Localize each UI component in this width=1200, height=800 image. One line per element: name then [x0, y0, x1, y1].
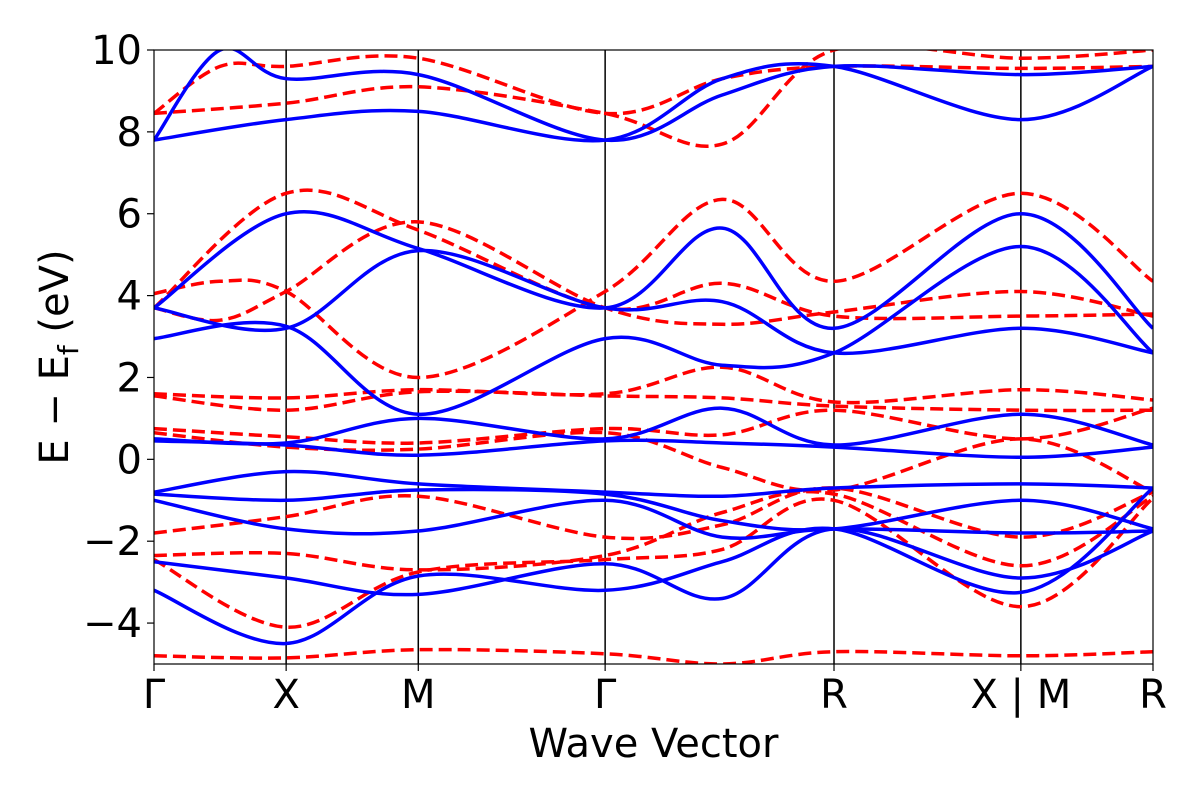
- solid-band-5: [154, 406, 1153, 447]
- kpoint-label: X | M: [970, 672, 1071, 718]
- kpoint-label: R: [820, 672, 848, 718]
- y-tick-label: 0: [117, 437, 142, 483]
- kpoint-label: Γ: [143, 672, 166, 718]
- solid-band-10: [154, 527, 1153, 601]
- y-tick-label: 4: [117, 274, 142, 320]
- y-axis-label-unit: [32, 333, 78, 346]
- y-tick-label: −4: [83, 601, 142, 647]
- kpoint-label: R: [1139, 672, 1167, 718]
- solid-band-11: [154, 486, 1153, 646]
- x-axis-label: Wave Vector: [529, 721, 780, 767]
- y-axis-label-main: E − E: [32, 355, 78, 465]
- y-tick-label: 10: [91, 28, 142, 74]
- solid-band-1: [154, 50, 1153, 142]
- kpoint-label: X: [272, 672, 299, 718]
- dashed-band-7: [154, 406, 1153, 445]
- y-axis-label: E − Ef (eV): [32, 249, 85, 464]
- solid-band-4: [154, 244, 1153, 417]
- solid-band-7: [154, 469, 1153, 499]
- dashed-band-10: [154, 489, 1153, 572]
- kpoint-label: M: [401, 672, 436, 718]
- y-axis-ticks: −4 −2 0 2 4 6 8 10: [83, 28, 154, 647]
- solid-band-2: [154, 209, 1153, 331]
- solid-band-0: [154, 61, 1153, 143]
- y-tick-label: 6: [117, 192, 142, 238]
- solid-band-6: [154, 438, 1153, 460]
- dashed-band-4: [154, 188, 1153, 321]
- y-tick-label: −2: [83, 519, 142, 565]
- dashed-band-1: [154, 54, 1153, 116]
- solid-band-3: [154, 248, 1153, 356]
- y-axis-label-unit-text: (eV): [32, 249, 78, 332]
- dashed-band-9: [154, 486, 1153, 541]
- high-symmetry-lines: [285, 50, 1022, 664]
- x-axis-ticks: Γ X M Γ R X | M R: [143, 664, 1167, 718]
- y-tick-label: 8: [117, 110, 142, 156]
- plot-frame: [153, 49, 1154, 665]
- dashed-band-11: [154, 496, 1153, 629]
- dashed-band-6: [154, 389, 1153, 413]
- dashed-band-5: [154, 365, 1153, 405]
- kpoint-label: Γ: [594, 672, 617, 718]
- band-lines: [154, 50, 1153, 664]
- dashed-band-0: [154, 50, 1153, 148]
- solid-band-8: [154, 487, 1153, 532]
- dashed-band-12: [154, 647, 1153, 664]
- solid-band-9: [154, 498, 1153, 540]
- dashed-band-2: [154, 191, 1153, 380]
- y-axis-label-subscript: f: [52, 344, 85, 355]
- y-tick-label: 2: [117, 355, 142, 401]
